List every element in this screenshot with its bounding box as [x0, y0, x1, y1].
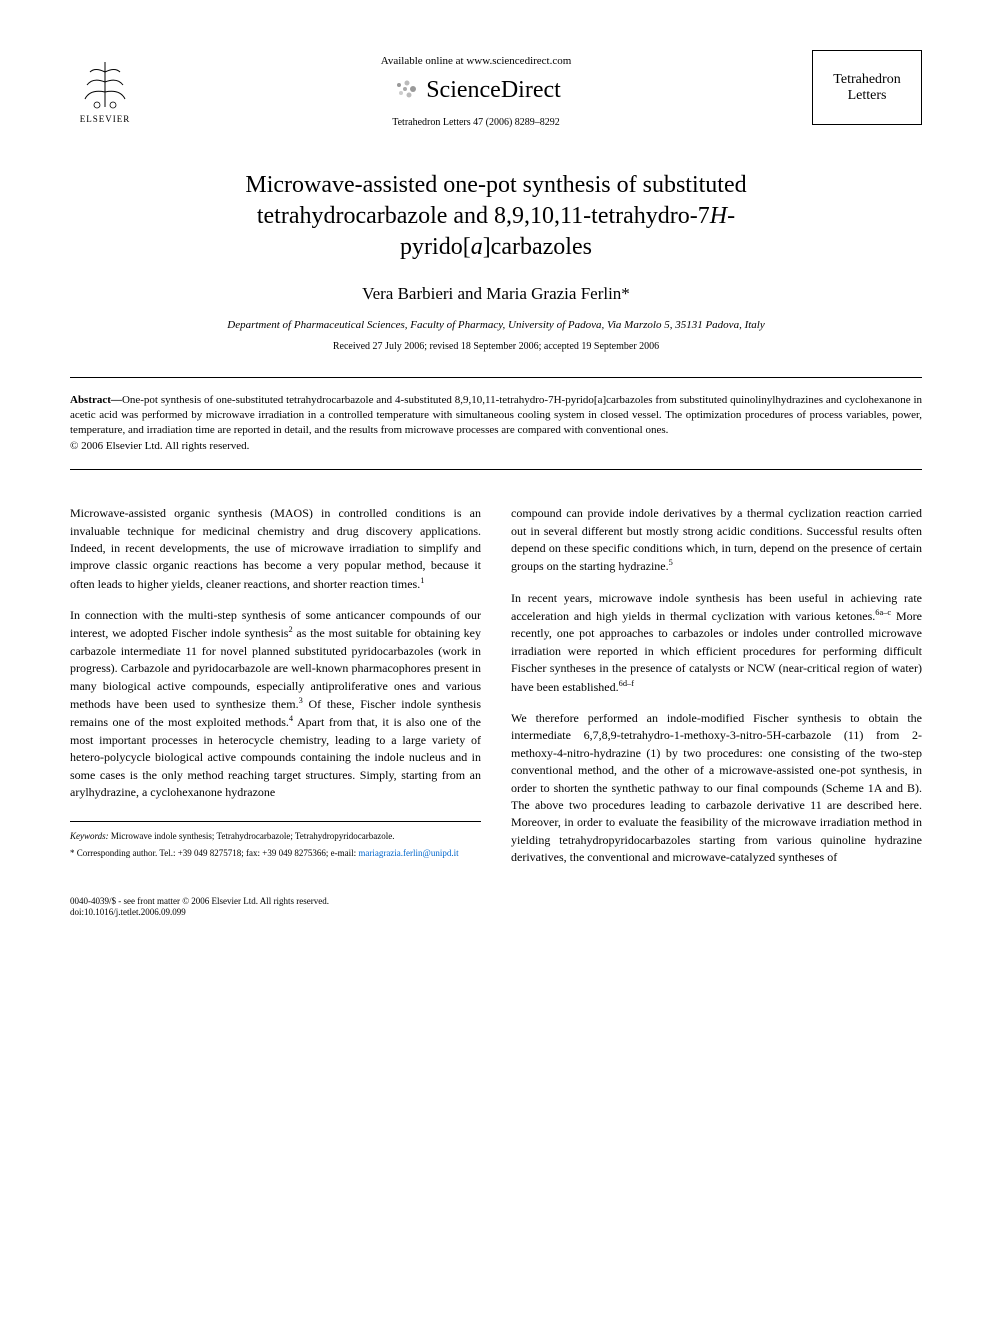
- ref-6df: 6d–f: [619, 679, 634, 688]
- footnotes: Keywords: Microwave indole synthesis; Te…: [70, 821, 481, 859]
- journal-reference: Tetrahedron Letters 47 (2006) 8289–8292: [140, 117, 812, 128]
- available-online-text: Available online at www.sciencedirect.co…: [140, 55, 812, 67]
- authors: Vera Barbieri and Maria Grazia Ferlin*: [70, 284, 922, 304]
- title-line3-start: pyrido[: [400, 234, 471, 260]
- divider-top: [70, 377, 922, 378]
- abstract-text: One-pot synthesis of one-substituted tet…: [70, 394, 922, 437]
- body-right-p2: In recent years, microwave indole synthe…: [511, 590, 922, 696]
- title-line1: Microwave-assisted one-pot synthesis of …: [245, 172, 746, 198]
- ref-5: 5: [669, 558, 673, 567]
- journal-box: Tetrahedron Letters: [812, 50, 922, 125]
- title-line2-italic: H: [710, 203, 727, 229]
- bottom-info: 0040-4039/$ - see front matter © 2006 El…: [70, 896, 922, 919]
- body-right-p3: We therefore performed an indole-modifie…: [511, 710, 922, 867]
- ref-6ac: 6a–c: [875, 608, 891, 617]
- bottom-copyright: 0040-4039/$ - see front matter © 2006 El…: [70, 896, 922, 908]
- dates: Received 27 July 2006; revised 18 Septem…: [70, 341, 922, 352]
- ref-1: 1: [420, 576, 424, 585]
- center-header: Available online at www.sciencedirect.co…: [140, 50, 812, 128]
- title-section: Microwave-assisted one-pot synthesis of …: [70, 170, 922, 264]
- sciencedirect-text: ScienceDirect: [426, 77, 561, 104]
- elsevier-tree-icon: [75, 57, 135, 112]
- elsevier-logo: ELSEVIER: [70, 50, 140, 130]
- corresponding-author: * Corresponding author. Tel.: +39 049 82…: [70, 847, 481, 860]
- sciencedirect-swirl-icon: [391, 75, 421, 105]
- title-line3-italic: a: [471, 234, 483, 260]
- right-column: compound can provide indole derivatives …: [511, 505, 922, 880]
- article-title: Microwave-assisted one-pot synthesis of …: [70, 170, 922, 264]
- divider-bottom: [70, 469, 922, 470]
- abstract: Abstract—One-pot synthesis of one-substi…: [70, 393, 922, 455]
- title-line2: tetrahydrocarbazole and 8,9,10,11-tetrah…: [257, 203, 710, 229]
- abstract-copyright: © 2006 Elsevier Ltd. All rights reserved…: [70, 440, 249, 452]
- body-left-p1: Microwave-assisted organic synthesis (MA…: [70, 505, 481, 593]
- abstract-label: Abstract—: [70, 394, 122, 406]
- affiliation: Department of Pharmaceutical Sciences, F…: [70, 319, 922, 331]
- header-row: ELSEVIER Available online at www.science…: [70, 50, 922, 130]
- title-line2-end: -: [727, 203, 735, 229]
- journal-name-line2: Letters: [823, 88, 911, 104]
- keywords-text: Microwave indole synthesis; Tetrahydroca…: [109, 831, 395, 841]
- publisher-name: ELSEVIER: [80, 114, 131, 124]
- title-line3-end: ]carbazoles: [483, 234, 592, 260]
- journal-name-line1: Tetrahedron: [823, 72, 911, 88]
- doi: doi:10.1016/j.tetlet.2006.09.099: [70, 907, 922, 919]
- body-columns: Microwave-assisted organic synthesis (MA…: [70, 505, 922, 880]
- left-column: Microwave-assisted organic synthesis (MA…: [70, 505, 481, 880]
- body-right-p1: compound can provide indole derivatives …: [511, 505, 922, 576]
- keywords-label: Keywords:: [70, 831, 109, 841]
- sciencedirect-logo: ScienceDirect: [140, 75, 812, 105]
- body-left-p2: In connection with the multi-step synthe…: [70, 607, 481, 801]
- email-link[interactable]: mariagrazia.ferlin@unipd.it: [358, 848, 458, 858]
- keywords-line: Keywords: Microwave indole synthesis; Te…: [70, 830, 481, 843]
